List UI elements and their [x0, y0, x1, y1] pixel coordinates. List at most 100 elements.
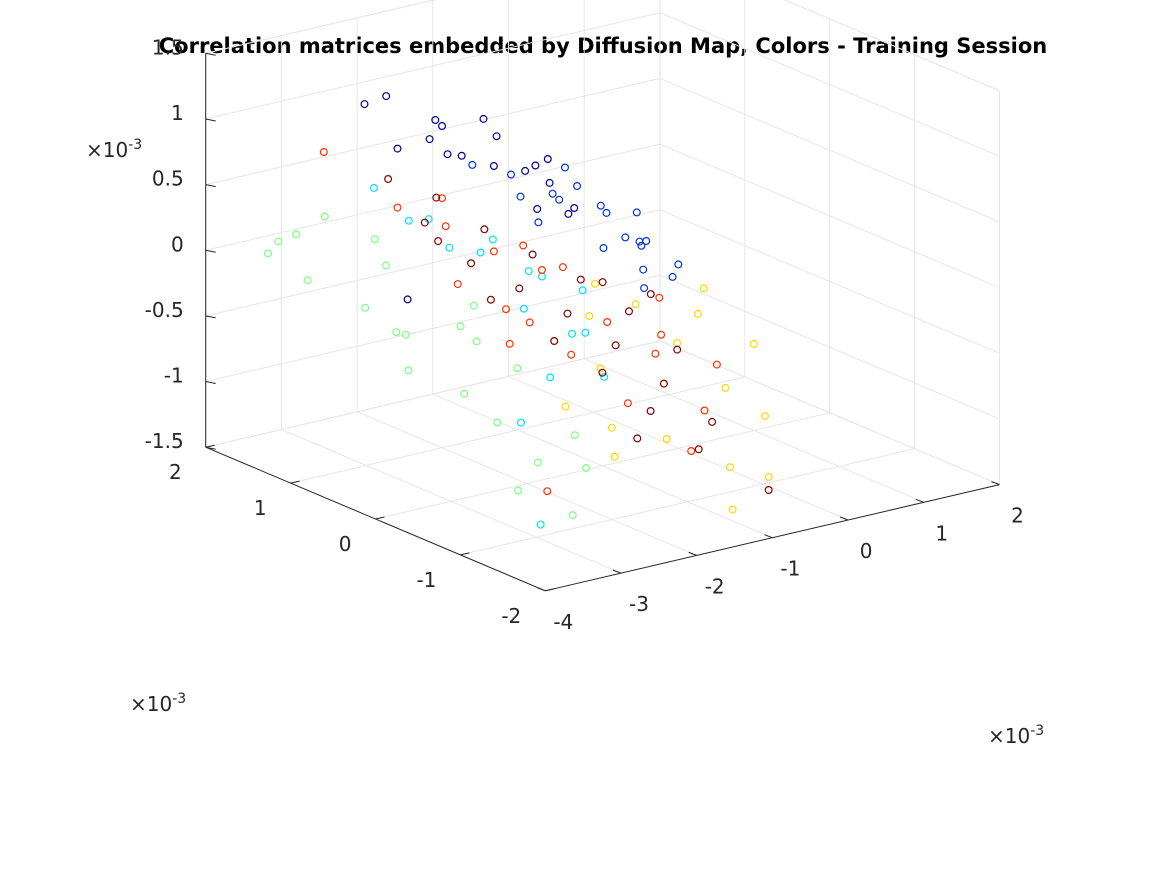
- data-point: [264, 249, 273, 258]
- data-point: [607, 423, 616, 432]
- right-tick-mark: [612, 569, 622, 574]
- right-tick-label: -4: [553, 610, 573, 634]
- data-point: [642, 237, 651, 246]
- data-point: [573, 182, 582, 191]
- data-point: [303, 276, 312, 285]
- left-tick-mark: [375, 516, 385, 520]
- data-point: [596, 364, 605, 373]
- data-point: [468, 160, 477, 169]
- right-tick-label: 1: [935, 521, 948, 545]
- data-point: [639, 265, 648, 274]
- data-point: [563, 309, 572, 318]
- side-wall-gridline: [659, 209, 1000, 354]
- data-point: [599, 244, 608, 253]
- data-point: [646, 407, 655, 416]
- data-point: [524, 267, 533, 276]
- data-point: [502, 305, 511, 314]
- data-point: [633, 434, 642, 443]
- data-point: [531, 161, 540, 170]
- data-point: [564, 209, 573, 218]
- data-point: [543, 487, 552, 496]
- data-point: [443, 150, 452, 159]
- back-wall-gridline: [205, 77, 661, 186]
- data-point: [631, 300, 640, 309]
- data-point: [434, 237, 443, 246]
- data-point: [438, 121, 447, 130]
- data-point: [460, 389, 469, 398]
- left-tick-label: -1: [416, 568, 436, 592]
- data-point: [655, 293, 664, 302]
- right-tick-mark: [764, 534, 773, 539]
- left-tick-label: -2: [501, 604, 521, 628]
- z-tick-label: -0.5: [145, 298, 184, 322]
- data-point: [721, 383, 730, 392]
- z-tick-label: 0.5: [152, 167, 184, 191]
- data-point: [369, 183, 378, 192]
- data-point: [760, 412, 769, 421]
- axis-layer: [205, 52, 1000, 592]
- data-point: [393, 144, 402, 153]
- data-point: [725, 463, 734, 472]
- z-tick-label: 1.5: [152, 35, 184, 59]
- data-point: [431, 115, 440, 124]
- data-point: [404, 366, 413, 375]
- z-tick-mark: [205, 315, 216, 319]
- data-point: [403, 295, 412, 304]
- data-point: [456, 322, 465, 331]
- data-points: [264, 92, 773, 529]
- z-tick-label: -1: [164, 364, 184, 388]
- data-point: [492, 132, 501, 141]
- grid-layer: [205, 0, 1000, 592]
- data-point: [320, 212, 329, 221]
- data-point: [513, 364, 522, 373]
- right-axis-multiplier: ×10-3: [988, 723, 1044, 748]
- data-point: [662, 435, 671, 444]
- data-point: [445, 243, 454, 252]
- data-point: [673, 339, 682, 348]
- left-tick-label: 0: [339, 532, 352, 556]
- data-point: [659, 379, 668, 388]
- chart-title: Correlation matrices embedded by Diffusi…: [159, 34, 1047, 58]
- side-wall-gridline: [659, 143, 1000, 289]
- data-point: [555, 195, 564, 204]
- data-point: [651, 349, 660, 358]
- axis-multipliers: ×10-3 ×10-3 ×10-3: [86, 137, 1044, 748]
- data-point: [432, 193, 441, 202]
- data-point: [560, 163, 569, 172]
- z-tick-mark: [205, 52, 216, 56]
- data-point: [536, 520, 545, 529]
- left-tick-mark: [460, 552, 470, 556]
- data-point: [570, 204, 579, 213]
- data-point: [632, 208, 641, 217]
- data-point: [548, 189, 557, 198]
- data-point: [568, 511, 577, 520]
- back-wall-gridline: [205, 209, 661, 317]
- side-wall-gridline: [659, 340, 1000, 486]
- data-point: [519, 241, 528, 250]
- data-point: [505, 339, 514, 348]
- z-axis-multiplier: ×10-3: [86, 137, 142, 162]
- data-point: [472, 337, 481, 346]
- data-point: [576, 275, 585, 284]
- data-point: [476, 248, 485, 257]
- data-point: [480, 225, 489, 234]
- data-point: [611, 341, 620, 350]
- data-point: [537, 272, 546, 281]
- data-point: [624, 307, 633, 316]
- data-point: [561, 402, 570, 411]
- data-point: [600, 372, 609, 381]
- data-point: [712, 360, 721, 369]
- data-point: [545, 178, 554, 187]
- data-point: [764, 472, 773, 481]
- data-point: [401, 330, 410, 339]
- floor-gridline: [460, 448, 915, 556]
- data-point: [533, 458, 542, 467]
- right-tick-mark: [915, 498, 924, 503]
- data-point: [360, 100, 369, 109]
- data-point: [623, 399, 632, 408]
- right-tick-mark: [688, 551, 697, 556]
- tick-labels: -1.5 -1 -0.5 0 0.5 1 1.5 -4 -3 -2 -1 0 1 2 -2 -1 0 1 2: [145, 35, 1024, 634]
- left-tick-label: 1: [254, 496, 267, 520]
- data-point: [507, 170, 516, 179]
